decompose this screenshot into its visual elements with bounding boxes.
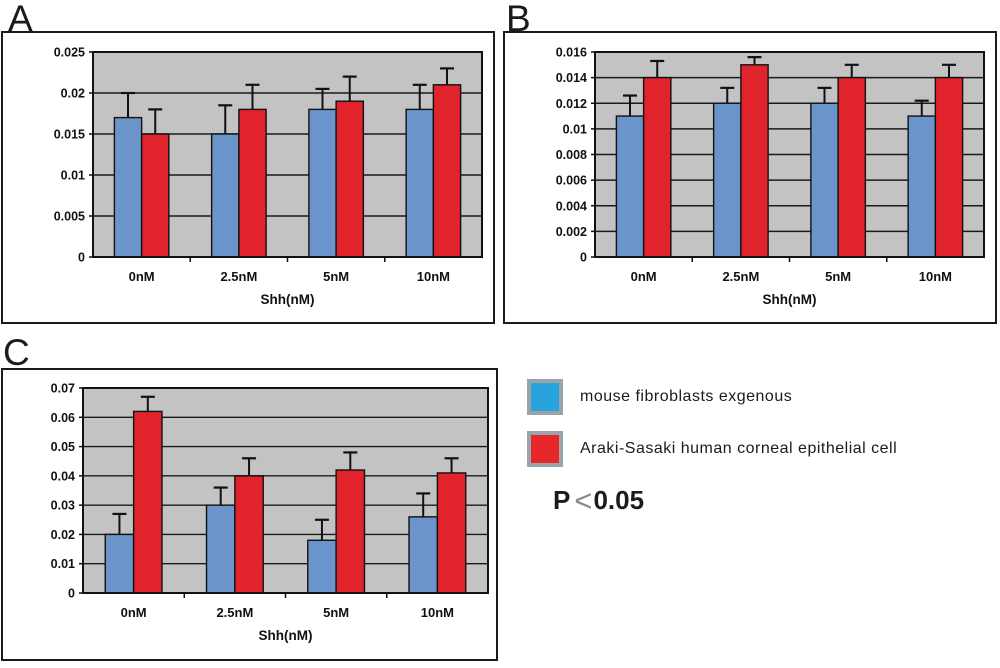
svg-text:0.03: 0.03	[51, 499, 75, 513]
bar-chart-c: 0 0.01 0.02 0.03 0.04 0.05 0.06 0.07 0nM 2.5nM 5nM…	[51, 382, 489, 643]
svg-text:0.01: 0.01	[51, 557, 75, 571]
bar-chart-a: 0 0.005 0.01 0.015 0.02 0.025 0nM 2.5nM 5nM 10nM S…	[54, 46, 483, 307]
bar-chart-b: 0 0.002 0.004 0.006 0.008 0.01 0.012 0.014 0.016…	[556, 46, 985, 307]
legend-swatch-red	[527, 431, 563, 467]
legend-item-corneal: Araki-Sasaki human corneal epithelial ce…	[527, 431, 987, 467]
svg-text:0.07: 0.07	[51, 382, 75, 396]
svg-text:0.025: 0.025	[54, 46, 85, 60]
svg-text:0.002: 0.002	[556, 225, 587, 239]
svg-text:2.5nM: 2.5nM	[220, 269, 257, 284]
svg-text:0.06: 0.06	[51, 411, 75, 425]
svg-text:0.006: 0.006	[556, 174, 587, 188]
panel-label-a: A	[8, 0, 34, 39]
p-value-number: 0.05	[593, 485, 645, 515]
p-value-note: P <0.05	[553, 483, 987, 519]
svg-text:0.016: 0.016	[556, 46, 587, 60]
svg-text:0nM: 0nM	[129, 269, 155, 284]
svg-text:0nM: 0nM	[121, 605, 147, 620]
p-value-prefix: P	[553, 485, 571, 515]
svg-text:0: 0	[580, 251, 587, 265]
svg-text:2.5nM: 2.5nM	[722, 269, 759, 284]
panel-label-b: B	[506, 0, 532, 39]
svg-text:10nM: 10nM	[919, 269, 952, 284]
svg-text:10nM: 10nM	[421, 605, 454, 620]
svg-text:0.005: 0.005	[54, 210, 85, 224]
svg-text:0.008: 0.008	[556, 148, 587, 162]
panel-label-c: C	[3, 332, 31, 373]
svg-text:5nM: 5nM	[323, 269, 349, 284]
panel-a-box: 0 0.005 0.01 0.015 0.02 0.025 0nM 2.5nM 5nM 10nM S…	[1, 31, 495, 324]
legend-item-fibroblasts: mouse fibroblasts exgenous	[527, 379, 987, 415]
svg-text:0: 0	[68, 587, 75, 601]
svg-text:0.004: 0.004	[556, 199, 587, 213]
svg-text:10nM: 10nM	[417, 269, 450, 284]
svg-text:0nM: 0nM	[631, 269, 657, 284]
svg-text:0.02: 0.02	[61, 87, 85, 101]
svg-text:Shh(nM): Shh(nM)	[261, 292, 315, 307]
svg-text:0.015: 0.015	[54, 128, 85, 142]
svg-text:0.05: 0.05	[51, 440, 75, 454]
legend-label-corneal: Araki-Sasaki human corneal epithelial ce…	[580, 440, 898, 457]
svg-text:5nM: 5nM	[323, 605, 349, 620]
legend: mouse fibroblasts exgenous Araki-Sasaki …	[527, 379, 987, 519]
svg-text:Shh(nM): Shh(nM)	[763, 292, 817, 307]
svg-text:Shh(nM): Shh(nM)	[259, 628, 313, 643]
svg-text:0.01: 0.01	[563, 122, 587, 136]
svg-text:0: 0	[78, 251, 85, 265]
panel-b-box: 0 0.002 0.004 0.006 0.008 0.01 0.012 0.014 0.016…	[503, 31, 997, 324]
svg-text:0.04: 0.04	[51, 469, 75, 483]
legend-label-fibroblasts: mouse fibroblasts exgenous	[580, 388, 793, 405]
svg-text:2.5nM: 2.5nM	[216, 605, 253, 620]
svg-text:0.014: 0.014	[556, 71, 587, 85]
less-than-symbol: <	[574, 483, 593, 518]
svg-text:0.012: 0.012	[556, 97, 587, 111]
legend-swatch-blue	[527, 379, 563, 415]
svg-text:0.02: 0.02	[51, 528, 75, 542]
svg-text:5nM: 5nM	[825, 269, 851, 284]
svg-text:0.01: 0.01	[61, 169, 85, 183]
panel-c-box: 0 0.01 0.02 0.03 0.04 0.05 0.06 0.07 0nM 2.5nM 5nM…	[1, 368, 498, 661]
